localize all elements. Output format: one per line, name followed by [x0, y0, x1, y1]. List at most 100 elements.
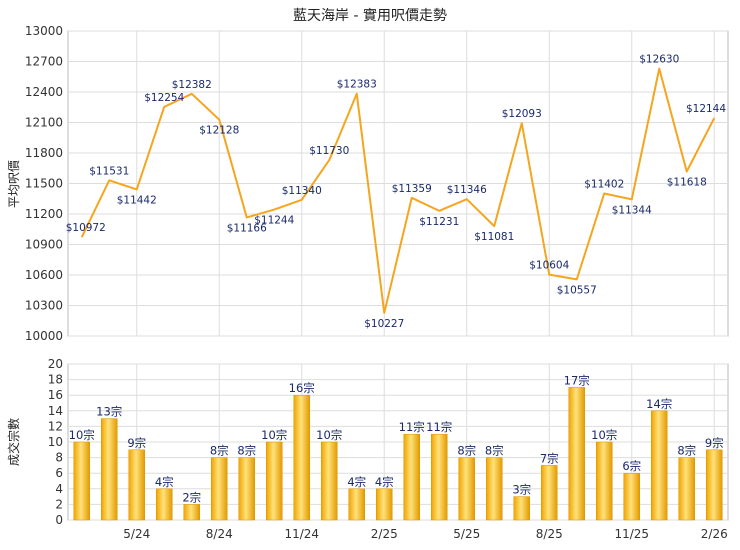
price-point-label: $11081 — [474, 231, 514, 243]
price-point-label: $11340 — [282, 185, 322, 197]
volume-bar-label: 7宗 — [540, 451, 559, 465]
volume-bar — [458, 457, 475, 521]
volume-bar-label: 2宗 — [182, 490, 201, 504]
volume-bar — [101, 418, 118, 521]
volume-bar-label: 16宗 — [289, 381, 315, 395]
volume-y-tick-label: 6 — [55, 466, 63, 480]
volume-y-tick-label: 8 — [55, 451, 63, 465]
volume-y-tick-label: 2 — [55, 497, 63, 511]
x-tick-label: 11/24 — [284, 527, 319, 541]
volume-y-tick-label: 16 — [48, 388, 63, 402]
price-y-tick-label: 11200 — [25, 207, 63, 221]
volume-bar — [293, 394, 310, 521]
price-point-label: $11402 — [584, 178, 624, 190]
price-y-tick-label: 12100 — [25, 116, 63, 130]
price-panel: 10000 10300 10600 10900 11200 11500 11800 12100… — [25, 24, 729, 343]
volume-bar — [678, 457, 695, 521]
volume-axis-title: 成交宗數 — [6, 418, 21, 466]
price-series-line — [80, 67, 716, 314]
chart-title: 藍天海岸 - 實用呎價走勢 — [293, 7, 447, 24]
volume-bar — [156, 488, 173, 521]
volume-bar — [321, 441, 338, 521]
volume-bar-label: 10宗 — [591, 428, 617, 442]
price-point-label: $10557 — [557, 284, 597, 296]
price-point-label: $10227 — [364, 318, 404, 330]
x-tick-label: 5/25 — [453, 527, 480, 541]
price-point-label: $12630 — [639, 54, 679, 66]
x-tick-label: 2/26 — [701, 527, 728, 541]
volume-bar — [706, 449, 723, 521]
price-point-label: $11359 — [392, 183, 432, 195]
volume-bar — [73, 441, 90, 521]
price-point-label: $11166 — [227, 222, 267, 234]
volume-bar-label: 13宗 — [96, 405, 122, 419]
volume-bar — [211, 457, 228, 521]
volume-bar-label: 4宗 — [155, 475, 174, 489]
volume-bar-label: 8宗 — [485, 444, 504, 458]
price-axis-title: 平均呎價 — [7, 160, 21, 208]
volume-bar — [403, 433, 420, 521]
volume-y-tick-label: 18 — [48, 373, 63, 387]
volume-y-tick-label: 12 — [48, 419, 63, 433]
volume-bar-label: 11宗 — [426, 420, 452, 434]
price-point-label: $10972 — [66, 222, 106, 234]
x-tick-label: 11/25 — [614, 527, 649, 541]
price-point-label: $12144 — [686, 103, 726, 115]
price-point-label: $12382 — [172, 79, 212, 91]
volume-bar — [128, 449, 145, 521]
price-point-label: $12093 — [502, 108, 542, 120]
volume-bar — [376, 488, 393, 521]
x-tick-label: 8/25 — [536, 527, 563, 541]
price-y-tick-label: 11800 — [25, 146, 63, 160]
volume-bar-label: 3宗 — [512, 483, 531, 497]
volume-y-tick-label: 14 — [48, 404, 63, 418]
volume-bar — [651, 410, 668, 521]
price-y-tick-label: 12700 — [25, 55, 63, 69]
price-point-label: $11730 — [309, 145, 349, 157]
volume-bar-label: 4宗 — [375, 475, 394, 489]
volume-bar — [238, 457, 255, 521]
volume-bar-label: 8宗 — [457, 444, 476, 458]
volume-bar — [541, 465, 558, 521]
price-point-label: $11346 — [447, 184, 487, 196]
price-point-label: $11344 — [612, 204, 652, 216]
price-point-label: $11244 — [254, 215, 294, 227]
volume-bar-label: 6宗 — [622, 459, 641, 473]
volume-panel: 0 24 68 10 1214 1618 20 5/24 8/24 11/24 2/25 5/25 8/… — [48, 357, 729, 541]
volume-bar-label: 8宗 — [677, 444, 696, 458]
volume-y-tick-label: 10 — [48, 435, 63, 449]
volume-bar-label: 10宗 — [69, 428, 95, 442]
price-point-label: $11618 — [667, 177, 707, 189]
volume-bar-label: 10宗 — [261, 428, 287, 442]
volume-bar — [266, 441, 283, 521]
price-y-tick-label: 10600 — [25, 268, 63, 282]
volume-y-tick-label: 0 — [55, 513, 63, 527]
price-point-label: $12254 — [144, 92, 184, 104]
volume-bar-label: 9宗 — [127, 436, 146, 450]
price-y-tick-label: 11500 — [25, 177, 63, 191]
volume-bar-label: 17宗 — [564, 373, 590, 387]
volume-bar — [348, 488, 365, 521]
volume-bar-label: 11宗 — [399, 420, 425, 434]
price-y-tick-label: 12400 — [25, 85, 63, 99]
price-point-label: $12128 — [199, 125, 239, 137]
volume-y-tick-label: 4 — [55, 482, 63, 496]
price-y-tick-label: 10900 — [25, 238, 63, 252]
price-point-label: $11531 — [89, 165, 129, 177]
volume-bar — [596, 441, 613, 521]
volume-bar-label: 4宗 — [347, 475, 366, 489]
price-point-label: $12383 — [337, 79, 377, 91]
price-y-tick-label: 10300 — [25, 299, 63, 313]
volume-bar — [431, 433, 448, 521]
x-tick-label: 2/25 — [371, 527, 398, 541]
volume-bar-label: 9宗 — [705, 436, 724, 450]
volume-bar-label: 10宗 — [316, 428, 342, 442]
volume-bar — [513, 496, 530, 521]
volume-bar-label: 8宗 — [210, 444, 229, 458]
volume-bar — [183, 504, 200, 521]
price-point-label: $10604 — [529, 260, 569, 272]
x-tick-label: 8/24 — [206, 527, 233, 541]
volume-bar — [486, 457, 503, 521]
price-y-tick-label: 13000 — [25, 24, 63, 38]
